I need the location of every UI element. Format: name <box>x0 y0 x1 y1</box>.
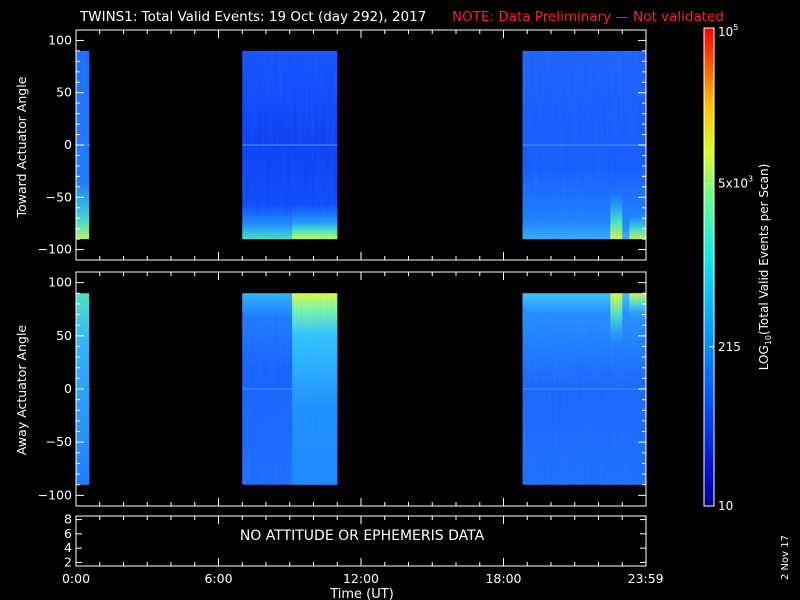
y-tick-label: 8 <box>64 512 72 527</box>
x-tick-label: 0:00 <box>62 571 90 586</box>
preliminary-note: NOTE: Data Preliminary — Not validated <box>452 9 724 25</box>
colorbar-tick-exp: 5 <box>733 23 738 32</box>
y-tick-label: 0 <box>64 137 72 152</box>
colorbar-tick-label: 10 <box>718 499 733 513</box>
toward-panel: 100 50 0 −50 −100 <box>38 29 647 261</box>
date-stamp: 2 Nov 17 <box>780 535 791 580</box>
colorbar-tick-label: 5x103 <box>718 174 753 190</box>
colorbar-label-prefix: LOG <box>757 345 771 370</box>
colorbar-tick-base: 5x10 <box>718 176 748 190</box>
colorbar-tick-base: 10 <box>718 25 733 39</box>
y-tick-label: −50 <box>46 434 72 449</box>
y-tick-label: 0 <box>64 381 72 396</box>
y-tick-label: −100 <box>38 242 72 257</box>
colorbar-label-sub: 10 <box>764 335 773 345</box>
colorbar-tick-base: 10 <box>718 499 733 513</box>
no-data-message: NO ATTITUDE OR EPHEMERIS DATA <box>240 528 485 544</box>
y-tick-label: −100 <box>38 487 72 502</box>
x-tick-label: 12:00 <box>343 571 379 586</box>
y-tick-label: 4 <box>64 540 72 555</box>
plot-title: TWINS1: Total Valid Events: 19 Oct (day … <box>79 9 426 25</box>
colorbar <box>703 27 715 507</box>
y-tick-label: 50 <box>56 328 72 343</box>
colorbar-tick-exp: 3 <box>748 174 753 183</box>
y-tick-label: −50 <box>46 189 72 204</box>
colorbar-tick-label: 215 <box>718 340 741 354</box>
colorbar-tick-label: 105 <box>718 23 738 39</box>
x-axis-label: Time (UT) <box>329 587 394 600</box>
y-tick-label: 50 <box>56 85 72 100</box>
colorbar-label: LOG10(Total Valid Events per Scan) <box>757 164 773 371</box>
x-tick-label: 23:59 <box>628 571 664 586</box>
x-tick-label: 18:00 <box>485 571 521 586</box>
colorbar-label-rest: (Total Valid Events per Scan) <box>757 164 771 335</box>
y-tick-label: 2 <box>64 554 72 569</box>
y-tick-label: 100 <box>48 275 72 290</box>
y-tick-label: 100 <box>48 32 72 47</box>
colorbar-tick-base: 215 <box>718 340 741 354</box>
away-ylabel: Away Actuator Angle <box>14 325 29 456</box>
x-tick-label: 6:00 <box>204 571 232 586</box>
away-panel: 100 50 0 −50 −100 <box>38 271 647 507</box>
toward-ylabel: Toward Actuator Angle <box>14 76 29 218</box>
y-tick-label: 6 <box>64 526 72 541</box>
